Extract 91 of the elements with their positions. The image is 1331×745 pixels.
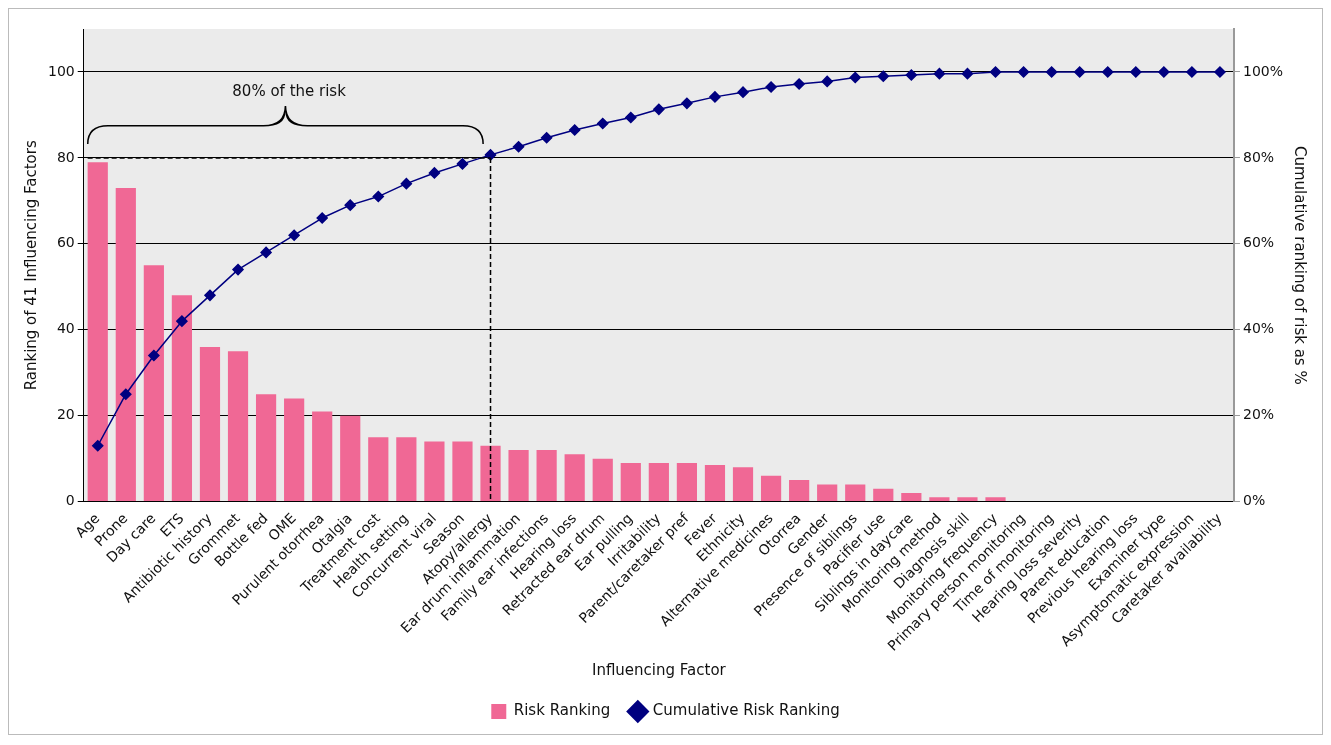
point (204, 289, 216, 302)
y2-tick-label: 100% (1242, 62, 1284, 79)
point (793, 78, 805, 90)
point (1101, 66, 1114, 78)
bar (845, 484, 866, 502)
legend-label: Cumulative Risk Ranking (652, 701, 840, 720)
annotation: 80% of the risk (232, 82, 347, 101)
bar (957, 497, 978, 502)
point (961, 67, 974, 80)
y-tick-label: 0 (65, 492, 75, 509)
point (400, 177, 413, 190)
y2-tick-label: 20% (1242, 406, 1275, 423)
bar (171, 295, 193, 502)
point (625, 111, 637, 124)
point (1017, 66, 1030, 78)
bar (508, 450, 529, 502)
point (1186, 66, 1198, 78)
bar (284, 398, 305, 502)
point (456, 158, 469, 170)
y2-tick-label: 80% (1242, 148, 1275, 165)
point (260, 246, 272, 259)
bar (732, 467, 754, 502)
point (653, 103, 665, 116)
bar (620, 462, 641, 502)
point (821, 75, 833, 88)
bar (452, 441, 473, 502)
y2-axis-title: Cumulative ranking of risk as % (1291, 145, 1310, 385)
point (596, 117, 609, 130)
point (288, 229, 300, 241)
y-axis-title: Ranking of 41 Influencing Factors (21, 140, 40, 391)
point (148, 349, 160, 362)
bar (789, 480, 810, 502)
point (1214, 66, 1226, 78)
bar (760, 475, 782, 502)
bar (255, 394, 277, 502)
point (849, 71, 861, 84)
bar (901, 493, 922, 502)
bar (396, 437, 417, 502)
x-axis-title: Influencing Factor (591, 660, 727, 679)
bar (199, 346, 221, 502)
bar (873, 488, 894, 502)
point (540, 131, 553, 144)
y-tick-label: 80 (56, 148, 75, 165)
legend-label: Risk Ranking (513, 701, 611, 720)
bar (929, 497, 950, 502)
y2-tick-label: 40% (1242, 320, 1275, 337)
point (568, 124, 581, 136)
bar (704, 465, 726, 502)
y2-tick-label: 60% (1242, 234, 1275, 251)
bar (227, 351, 249, 502)
y-tick-label: 60 (56, 234, 75, 251)
point (737, 86, 749, 98)
point (120, 388, 132, 400)
bar (985, 497, 1006, 502)
point (316, 212, 328, 224)
point (372, 190, 385, 203)
bar (648, 462, 669, 502)
point (232, 263, 244, 276)
point (877, 70, 890, 83)
bar (676, 462, 697, 502)
point (92, 440, 104, 452)
point (344, 199, 356, 211)
point (989, 66, 1002, 78)
bar (340, 415, 361, 502)
bar (817, 484, 838, 502)
point (1045, 66, 1058, 78)
bar (424, 441, 445, 502)
point (428, 167, 441, 179)
point (1130, 66, 1142, 78)
y-tick-label: 40 (56, 320, 75, 337)
point (709, 91, 721, 103)
point (1158, 66, 1170, 78)
bar (536, 450, 557, 502)
y-tick-label: 20 (56, 406, 75, 423)
bar (368, 437, 389, 502)
point (905, 69, 918, 81)
bar (143, 265, 164, 502)
bar (480, 445, 501, 502)
point (1073, 66, 1086, 78)
point (933, 67, 946, 80)
bar (312, 411, 333, 502)
point (176, 315, 188, 327)
bar (87, 162, 108, 502)
y2-tick-label: 0% (1242, 492, 1266, 509)
point (512, 140, 525, 153)
bar (564, 454, 585, 502)
point (681, 97, 693, 110)
bar (115, 187, 136, 502)
bar (592, 458, 613, 502)
point (765, 81, 777, 93)
y-tick-label: 100 (47, 62, 75, 79)
